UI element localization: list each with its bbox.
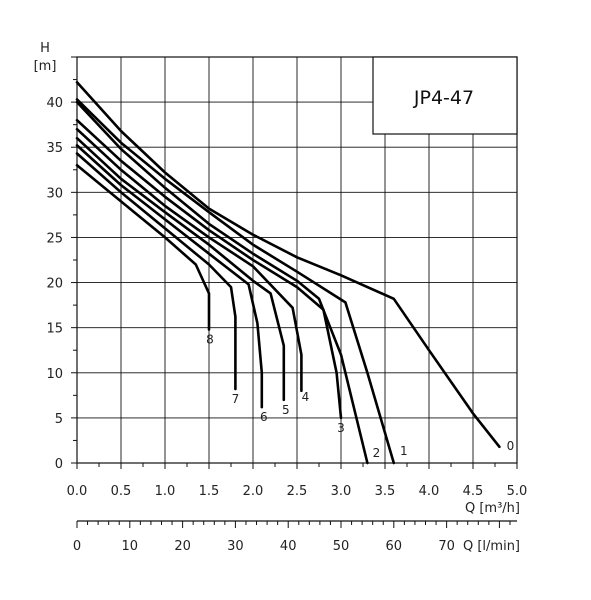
secondary-tick-label: 40 bbox=[280, 539, 297, 554]
curve-labels: 0 1 2 3 456 7 8 bbox=[206, 332, 514, 460]
curve-label-6: 6 bbox=[260, 410, 268, 424]
secondary-tick-label: 30 bbox=[227, 539, 244, 554]
pump-curve-0 bbox=[75, 81, 501, 449]
x-tick-label: 5.0 bbox=[507, 484, 528, 499]
pump-curve-1 bbox=[75, 98, 396, 465]
curve-label-8: 8 bbox=[206, 332, 214, 346]
pump-curve-6 bbox=[75, 144, 264, 409]
y-tick-label: 40 bbox=[46, 96, 63, 111]
curve-label-5: 5 bbox=[282, 403, 290, 417]
curve-label-0: 0 bbox=[507, 439, 515, 453]
y-axis-unit: [m] bbox=[34, 59, 57, 74]
pump-curves bbox=[75, 81, 501, 465]
curve-label-7: 7 bbox=[232, 392, 240, 406]
pump-curve-5 bbox=[75, 136, 286, 402]
x-tick-label: 4.5 bbox=[463, 484, 484, 499]
x-tick-label: 4.0 bbox=[419, 484, 440, 499]
y-axis-name: H bbox=[40, 41, 50, 56]
secondary-tick-label: 60 bbox=[386, 539, 403, 554]
y-tick-label: 30 bbox=[46, 186, 63, 201]
x-tick-label: 1.5 bbox=[199, 484, 220, 499]
pump-curve-2 bbox=[75, 100, 369, 465]
chart-title: JP4-47 bbox=[413, 87, 474, 109]
y-tick-label: 35 bbox=[46, 141, 63, 156]
x-axis-label: Q [m³/h] bbox=[465, 501, 520, 516]
y-tick-label: 5 bbox=[55, 412, 63, 427]
y-tick-label: 0 bbox=[55, 457, 63, 472]
curve-label-3: 3 bbox=[337, 421, 345, 435]
y-axis-ticks: 0 5 10 15 20 25 30 35 40 bbox=[46, 56, 77, 472]
secondary-tick-label: 20 bbox=[174, 539, 191, 554]
secondary-x-axis-label: Q [l/min] bbox=[463, 539, 520, 554]
pump-curve-7 bbox=[75, 152, 237, 391]
curve-label-1: 1 bbox=[400, 444, 408, 458]
y-tick-label: 10 bbox=[46, 367, 63, 382]
y-tick-label: 20 bbox=[46, 277, 63, 292]
secondary-tick-label: 0 bbox=[73, 539, 81, 554]
x-tick-label: 3.0 bbox=[331, 484, 352, 499]
pump-curve-8 bbox=[75, 164, 211, 331]
x-axis-ticks: 0.0 0.5 1.0 1.5 2.0 2.5 3.0 3.5 4.0 4.5 5.0 bbox=[67, 463, 528, 499]
title-box: JP4-47 bbox=[372, 56, 518, 135]
x-tick-label: 2.0 bbox=[243, 484, 264, 499]
x-tick-label: 0.5 bbox=[111, 484, 132, 499]
x-tick-label: 1.0 bbox=[155, 484, 176, 499]
pump-curve-4 bbox=[75, 127, 303, 393]
secondary-tick-label: 70 bbox=[438, 539, 455, 554]
pump-curve-3 bbox=[75, 118, 343, 420]
y-tick-label: 25 bbox=[46, 231, 63, 246]
y-tick-label: 15 bbox=[46, 322, 63, 337]
secondary-x-axis: 0 10 20 30 40 50 60 70 bbox=[73, 520, 517, 554]
curve-label-4: 4 bbox=[302, 390, 310, 404]
secondary-tick-label: 50 bbox=[333, 539, 350, 554]
secondary-tick-label: 10 bbox=[122, 539, 139, 554]
curve-label-2: 2 bbox=[373, 446, 381, 460]
x-tick-label: 3.5 bbox=[375, 484, 396, 499]
x-tick-label: 0.0 bbox=[67, 484, 88, 499]
x-tick-label: 2.5 bbox=[287, 484, 308, 499]
